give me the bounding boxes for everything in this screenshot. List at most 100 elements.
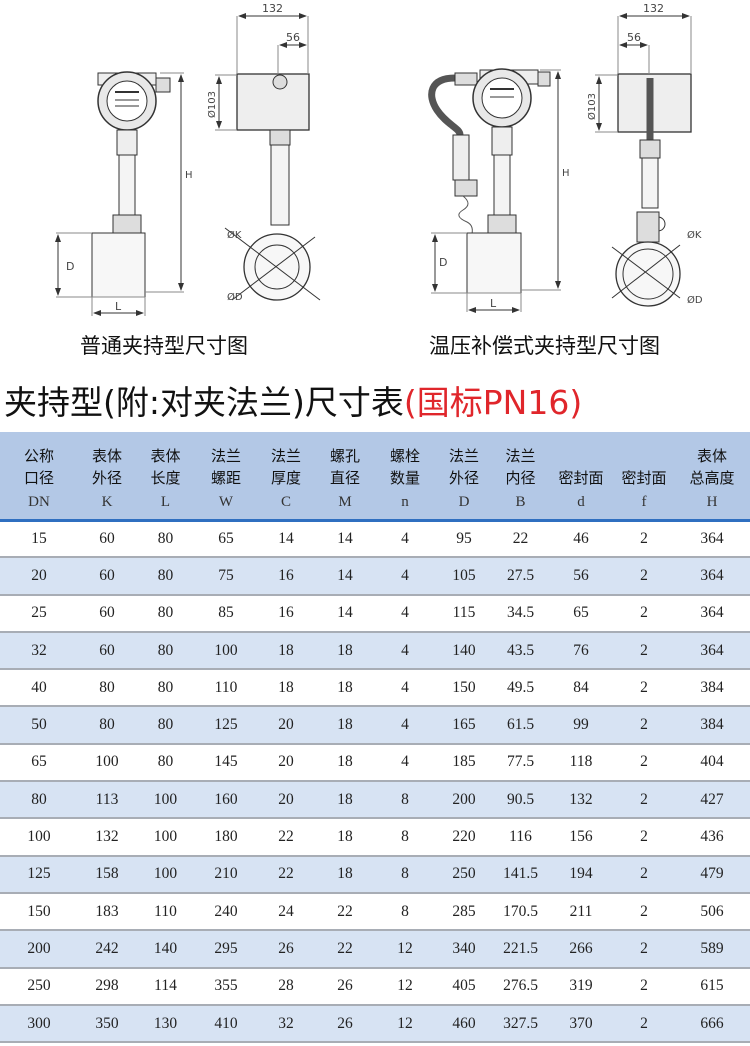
- table-cell: 100: [153, 790, 178, 808]
- column-header-M: 螺孔 直径 M: [315, 432, 375, 520]
- table-cell: 110: [214, 678, 238, 696]
- table-cell: 25: [31, 604, 47, 622]
- table-cell: 80: [99, 678, 115, 696]
- table-cell: 211: [569, 902, 593, 920]
- column-header-n: 螺栓 数量 n: [375, 432, 435, 520]
- table-cell: 285: [452, 902, 476, 920]
- table-cell: 80: [157, 678, 174, 696]
- table-cell: 60: [99, 641, 115, 659]
- table-cell: 364: [700, 529, 724, 547]
- table-cell: 90.5: [506, 790, 535, 808]
- table-cell: 20: [31, 566, 47, 584]
- table-cell: 140: [452, 641, 476, 659]
- table-cell: 132: [95, 828, 119, 846]
- compensated-drawing: D L H 132 56 Ø103 ØK Ø: [428, 2, 703, 313]
- dim-L-label: L: [115, 300, 122, 313]
- column-header-line: 螺距: [210, 468, 241, 487]
- table-cell: 85: [218, 604, 234, 622]
- dim-103-label: Ø103: [206, 91, 218, 118]
- table-cell: 340: [452, 939, 476, 957]
- table-cell: 12: [397, 939, 413, 957]
- column-header-line: 数量: [389, 468, 420, 487]
- table-cell: 15: [31, 529, 47, 547]
- table-cell: 130: [153, 1014, 178, 1032]
- table-cell: 4: [401, 641, 409, 659]
- table-cell: 60: [99, 529, 115, 547]
- side-view: 132 56 Ø103 ØK ØD: [586, 2, 703, 307]
- column-header-line: 法兰: [448, 446, 479, 465]
- table-cell: 2: [640, 939, 648, 957]
- table-cell: 18: [337, 790, 353, 808]
- table-cell: 12: [397, 977, 413, 995]
- table-cell: 114: [154, 977, 177, 995]
- dim-56-label: 56: [627, 31, 641, 44]
- column-header-line: 法兰: [210, 446, 241, 465]
- table-cell: 404: [700, 753, 724, 771]
- table-cell: 2: [640, 641, 648, 659]
- column-header-line: 直径: [329, 468, 360, 487]
- table-cell: 16: [278, 566, 294, 584]
- front-view: D L H: [428, 68, 570, 313]
- table-cell: 14: [337, 604, 353, 622]
- table-cell: 80: [157, 604, 174, 622]
- table-cell: 34.5: [506, 604, 535, 622]
- table-cell: 140: [153, 939, 178, 957]
- table-cell: 61.5: [506, 716, 535, 734]
- table-cell: 295: [214, 939, 238, 957]
- column-symbol: B: [515, 493, 526, 510]
- table-row: 50 80 80 125 20 18 4 165 61.5 99 2 384: [0, 706, 750, 744]
- table-cell: 160: [214, 790, 238, 808]
- table-row: 200 242 140 295 26 22 12 340 221.5 266 2 589: [0, 930, 750, 968]
- table-cell: 250: [27, 977, 51, 995]
- dim-K-label: ØK: [227, 229, 242, 241]
- page-title: 夹持型(附:对夹法兰)尺寸表(国标PN16): [4, 376, 582, 424]
- table-cell: 4: [401, 604, 409, 622]
- table-cell: 100: [214, 641, 238, 659]
- dim-56-label: 56: [286, 31, 300, 44]
- column-header-line: 螺栓: [389, 446, 420, 465]
- table-cell: 2: [640, 828, 648, 846]
- table-cell: 242: [95, 939, 119, 957]
- table-cell: 80: [157, 753, 174, 771]
- table-cell: 56: [573, 566, 589, 584]
- table-cell: 384: [700, 716, 724, 734]
- table-cell: 125: [214, 716, 238, 734]
- table-row: 150 183 110 240 24 22 8 285 170.5 211 2 506: [0, 893, 750, 931]
- table-cell: 46: [573, 529, 589, 547]
- column-header-line: 总高度: [689, 468, 735, 487]
- column-header-B: 法兰 内径 B: [493, 432, 548, 520]
- table-cell: 4: [401, 529, 409, 547]
- table-cell: 95: [456, 529, 472, 547]
- column-header-line: 表体: [91, 446, 122, 465]
- table-row: 300 350 130 410 32 26 12 460 327.5 370 2 666: [0, 1004, 750, 1043]
- table-cell: 615: [700, 977, 724, 995]
- table-cell: 80: [157, 641, 174, 659]
- standard-drawing: D L H 132 56 Ø103 ØK ØD: [55, 2, 321, 316]
- table-cell: 50: [31, 716, 47, 734]
- table-cell: 364: [700, 604, 724, 622]
- table-cell: 18: [337, 828, 353, 846]
- table-cell: 49.5: [506, 678, 535, 696]
- table-cell: 4: [401, 753, 409, 771]
- table-cell: 80: [157, 566, 174, 584]
- table-cell: 16: [278, 604, 294, 622]
- table-row: 65 100 80 145 20 18 4 185 77.5 118 2 404: [0, 744, 750, 782]
- table-row: 125 158 100 210 22 18 8 250 141.5 194 2 479: [0, 855, 750, 893]
- column-symbol: DN: [28, 493, 50, 510]
- table-cell: 22: [512, 529, 529, 547]
- table-cell: 75: [218, 566, 234, 584]
- table-cell: 100: [27, 828, 51, 846]
- table-cell: 26: [337, 1014, 353, 1032]
- table-cell: 118: [569, 753, 593, 771]
- dim-H-label: H: [185, 170, 193, 181]
- table-cell: 40: [31, 678, 47, 696]
- table-cell: 20: [278, 753, 294, 771]
- table-cell: 350: [95, 1014, 119, 1032]
- table-cell: 210: [214, 865, 238, 883]
- table-cell: 80: [99, 716, 115, 734]
- column-symbol: f: [641, 493, 647, 510]
- table-cell: 8: [401, 828, 409, 846]
- table-cell: 2: [640, 1014, 648, 1032]
- column-header-K: 表体 外径 K: [78, 432, 136, 520]
- table-cell: 298: [95, 977, 119, 995]
